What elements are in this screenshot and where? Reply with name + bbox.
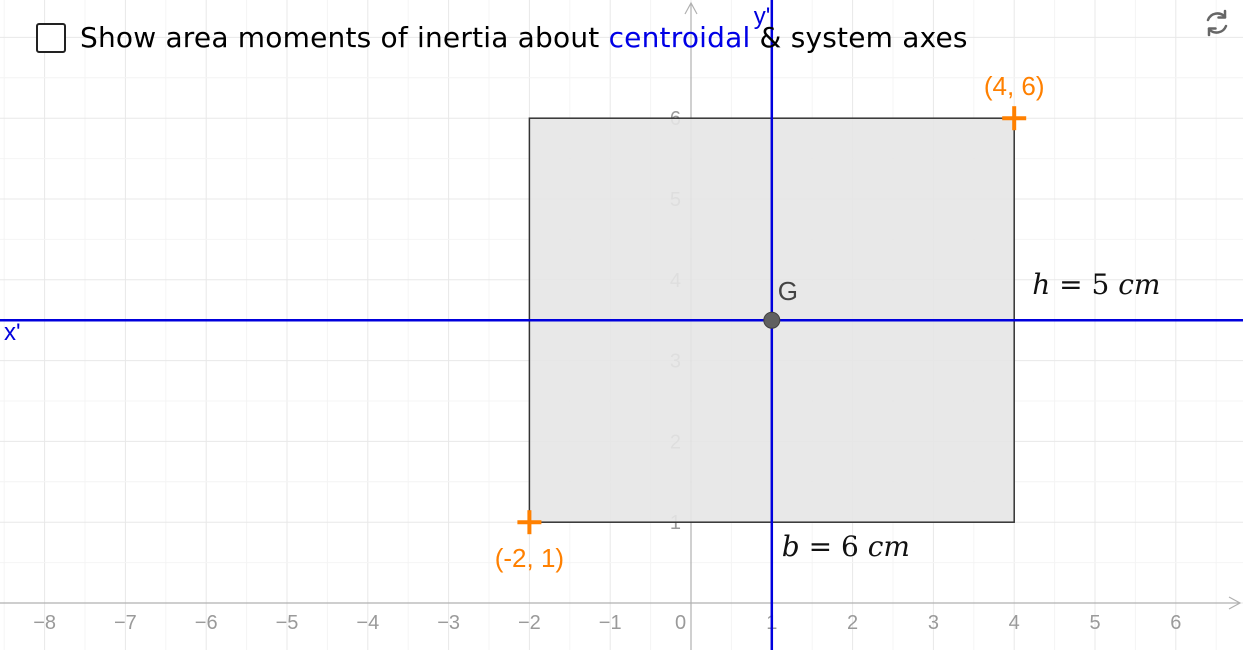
- x-tick-label: −5: [276, 612, 299, 634]
- height-eq: = 5: [1050, 268, 1118, 301]
- x-tick-label: −4: [356, 612, 379, 634]
- height-var: h: [1032, 268, 1050, 301]
- y-tick-label: 1: [670, 512, 681, 534]
- checkbox-label-suffix: & system axes: [750, 21, 968, 54]
- moments-checkbox-control[interactable]: Show area moments of inertia about centr…: [36, 21, 968, 54]
- height-unit: cm: [1118, 268, 1160, 301]
- checkbox-label: Show area moments of inertia about centr…: [80, 21, 968, 54]
- base-var: b: [782, 530, 800, 563]
- y-axis-arrow: [684, 1, 698, 15]
- point-bottom-left[interactable]: [517, 510, 542, 535]
- base-eq: = 6: [800, 530, 868, 563]
- x-tick-label: −3: [437, 612, 460, 634]
- x-tick-label: −6: [195, 612, 218, 634]
- base-unit: cm: [868, 530, 910, 563]
- moments-checkbox[interactable]: [36, 22, 66, 53]
- x-tick-label: −2: [518, 612, 541, 634]
- checkbox-label-prefix: Show area moments of inertia about: [80, 21, 609, 54]
- point-top-right[interactable]: [1002, 106, 1027, 131]
- x-prime-label: x': [4, 319, 21, 346]
- x-tick-label: 2: [847, 612, 858, 634]
- y-prime-label: y': [754, 3, 771, 30]
- x-tick-label: 3: [928, 612, 939, 634]
- refresh-icon[interactable]: [1200, 6, 1234, 40]
- x-tick-label: 6: [1170, 612, 1181, 634]
- base-dimension-label: b = 6 cm: [782, 530, 910, 563]
- centroid-label: G: [778, 276, 798, 306]
- x-tick-label: −1: [599, 612, 622, 634]
- x-tick-label: 0: [675, 612, 686, 634]
- point-bottom-left-label: (-2, 1): [495, 543, 564, 573]
- point-top-right-label: (4, 6): [984, 71, 1045, 101]
- x-tick-label: −7: [114, 612, 137, 634]
- centroid-point[interactable]: [763, 311, 781, 329]
- x-tick-label: −8: [33, 612, 56, 634]
- x-tick-label: 4: [1009, 612, 1020, 634]
- checkbox-label-highlight: centroidal: [608, 21, 751, 54]
- height-dimension-label: h = 5 cm: [1032, 268, 1160, 301]
- x-axis-arrow: [1228, 596, 1242, 610]
- x-tick-label: 5: [1089, 612, 1100, 634]
